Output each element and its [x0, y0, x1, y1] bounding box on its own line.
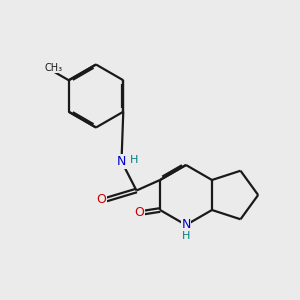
Text: N: N: [117, 155, 126, 168]
Text: H: H: [182, 231, 190, 242]
Text: O: O: [96, 193, 106, 206]
Text: H: H: [130, 155, 138, 165]
Text: CH₃: CH₃: [44, 63, 62, 73]
Text: O: O: [134, 206, 144, 219]
Text: N: N: [181, 218, 191, 232]
